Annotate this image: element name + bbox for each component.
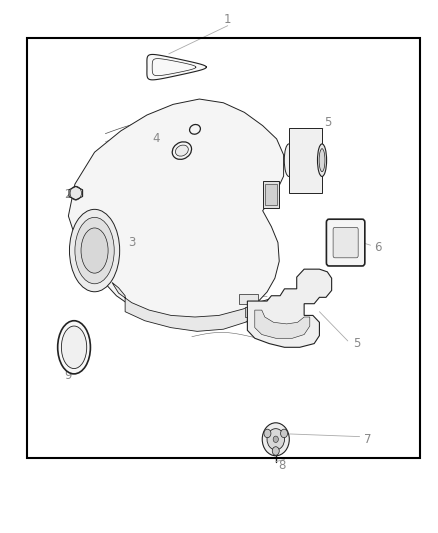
Text: 9: 9 (65, 369, 72, 382)
Ellipse shape (172, 142, 191, 159)
Polygon shape (112, 282, 272, 332)
Ellipse shape (70, 209, 120, 292)
Text: 7: 7 (364, 433, 371, 446)
Text: 1: 1 (224, 13, 231, 26)
Text: 5: 5 (353, 337, 360, 350)
Ellipse shape (176, 145, 188, 156)
Circle shape (281, 429, 288, 438)
Text: 4: 4 (152, 132, 159, 146)
Text: 2: 2 (65, 188, 72, 201)
Ellipse shape (61, 326, 87, 368)
Ellipse shape (319, 149, 325, 172)
Polygon shape (289, 127, 322, 193)
Polygon shape (68, 99, 284, 322)
Polygon shape (247, 269, 332, 348)
Polygon shape (263, 181, 279, 208)
Ellipse shape (81, 228, 108, 273)
Polygon shape (252, 321, 269, 330)
Polygon shape (255, 310, 310, 338)
Text: 3: 3 (128, 236, 135, 249)
Ellipse shape (318, 144, 327, 176)
FancyBboxPatch shape (333, 227, 358, 258)
Polygon shape (245, 308, 264, 317)
FancyBboxPatch shape (326, 219, 365, 266)
Circle shape (272, 447, 279, 455)
Ellipse shape (58, 321, 90, 374)
Polygon shape (69, 187, 83, 200)
Ellipse shape (75, 217, 114, 284)
Ellipse shape (267, 429, 285, 450)
Text: 6: 6 (374, 241, 382, 254)
Polygon shape (239, 294, 258, 304)
Ellipse shape (262, 423, 289, 456)
Circle shape (273, 436, 279, 442)
Text: 8: 8 (279, 459, 286, 472)
Text: 5: 5 (325, 117, 332, 130)
Polygon shape (265, 184, 277, 205)
Polygon shape (147, 54, 206, 80)
Ellipse shape (284, 144, 293, 176)
Circle shape (264, 429, 271, 438)
